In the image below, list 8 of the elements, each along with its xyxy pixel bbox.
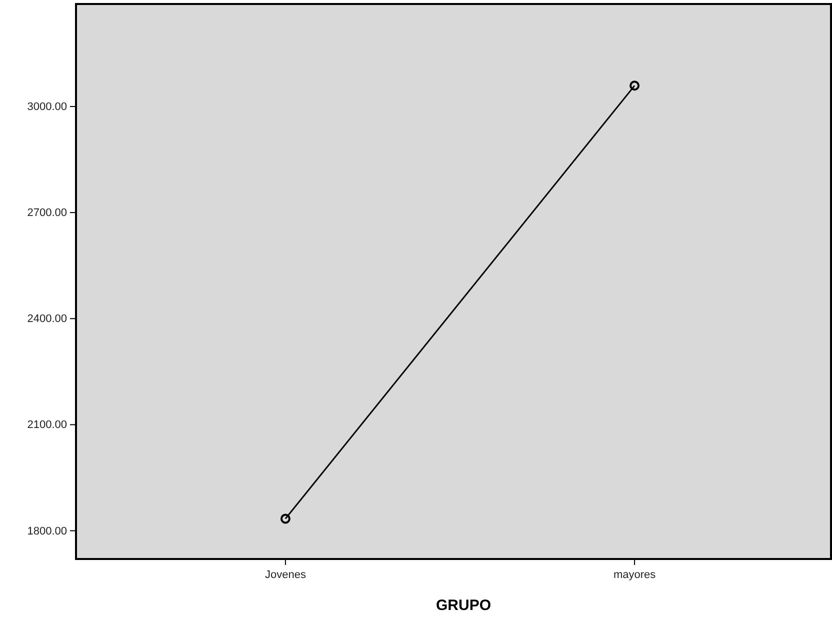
y-tick-label: 2400.00 xyxy=(27,313,67,326)
y-tick-label: 2100.00 xyxy=(27,419,67,432)
x-tick-label: mayores xyxy=(613,568,656,581)
y-tick-label: 1800.00 xyxy=(27,525,67,538)
x-axis-title: GRUPO xyxy=(436,597,492,614)
x-tick-label: Jovenes xyxy=(264,568,306,581)
y-tick-label: 2700.00 xyxy=(27,207,67,220)
y-tick-label: 3000.00 xyxy=(27,101,67,114)
